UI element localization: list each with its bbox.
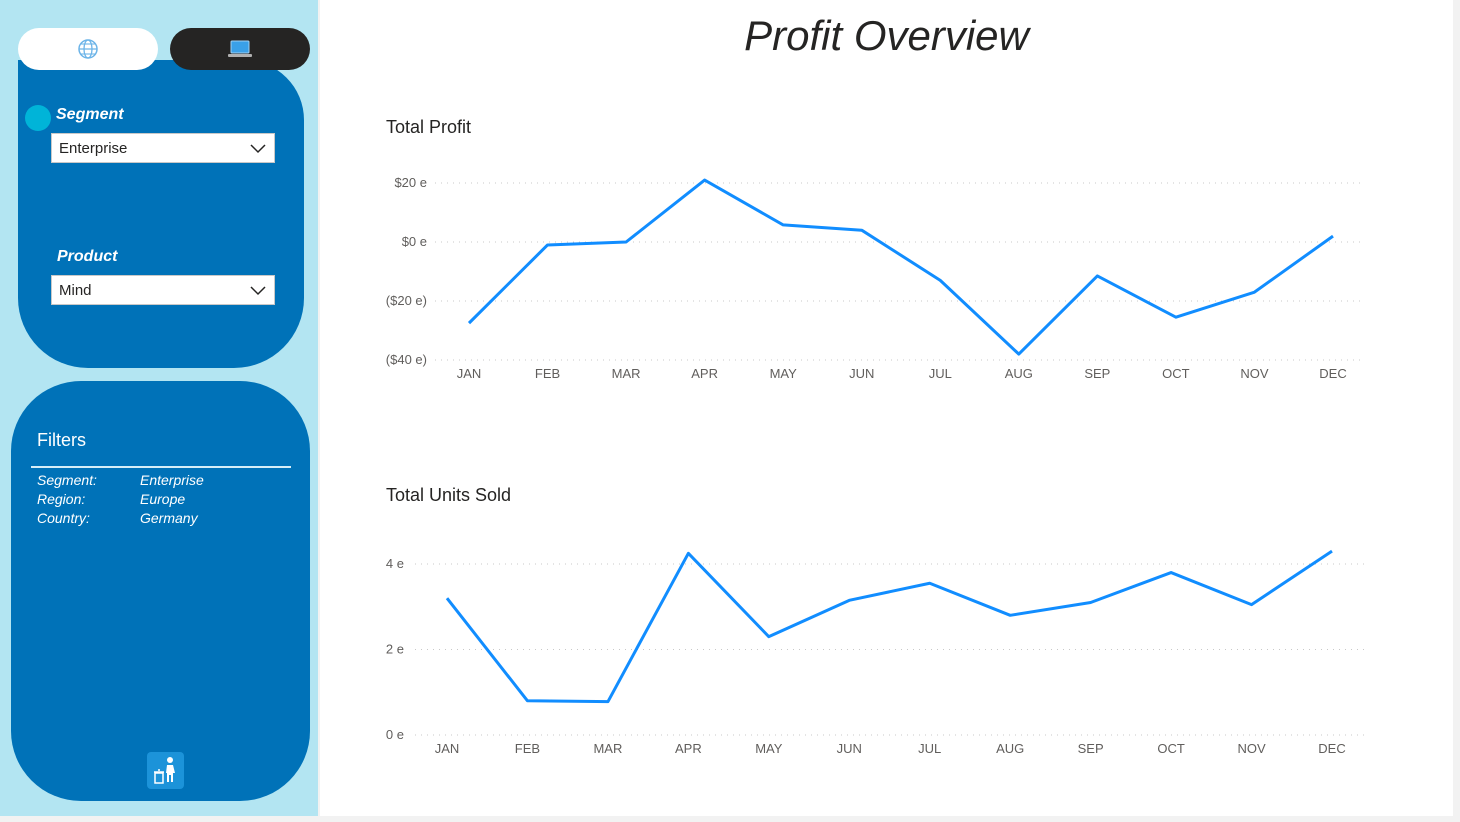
data-point[interactable] (1250, 288, 1258, 296)
product-dropdown-value: Mind (59, 281, 92, 299)
x-tick-label: NOV (1240, 366, 1269, 381)
reset-filters-button[interactable] (147, 752, 184, 789)
filters-card (11, 381, 310, 801)
data-point[interactable] (544, 241, 552, 249)
x-tick-label: JUN (837, 741, 862, 756)
x-tick-label: JAN (435, 741, 460, 756)
data-point[interactable] (1167, 569, 1175, 577)
units-line-chart: 4 e 2 e 0 e JAN FEB MAR APR MAY JUN JUL AUG SEP OCT N… (386, 547, 1365, 756)
filter-key: Region: (37, 491, 86, 507)
filter-value: Enterprise (140, 472, 204, 488)
globe-nav-button[interactable] (18, 28, 158, 70)
x-tick-label: AUG (996, 741, 1024, 756)
product-dropdown[interactable]: Mind (51, 275, 275, 305)
report-canvas (320, 0, 1453, 816)
series-line (467, 178, 1334, 356)
accent-dot (25, 105, 51, 131)
y-tick-label: ($20 e) (386, 293, 427, 308)
x-tick-label: JAN (457, 366, 482, 381)
data-point[interactable] (845, 596, 853, 604)
filter-row-segment: Segment: Enterprise (37, 472, 204, 488)
x-tick-label: DEC (1319, 366, 1346, 381)
data-point[interactable] (1006, 611, 1014, 619)
data-point[interactable] (465, 319, 473, 327)
profit-line-chart: $20 e $0 e ($20 e) ($40 e) JAN FEB MAR APR MAY JU… (386, 175, 1365, 381)
x-tick-label: APR (691, 366, 718, 381)
x-tick-label: JUL (929, 366, 952, 381)
slicer-card (18, 60, 304, 368)
filter-key: Segment: (37, 472, 97, 488)
segment-dropdown[interactable]: Enterprise (51, 133, 275, 163)
x-tick-label: MAR (593, 741, 622, 756)
data-point[interactable] (936, 276, 944, 284)
x-tick-label: MAR (612, 366, 641, 381)
x-tick-label: MAY (755, 741, 783, 756)
data-point[interactable] (765, 633, 773, 641)
data-point[interactable] (443, 594, 451, 602)
product-slicer-title: Product (57, 248, 118, 265)
filter-row-region: Region: Europe (37, 491, 185, 507)
segment-slicer-title: Segment (56, 106, 124, 123)
data-point[interactable] (1248, 601, 1256, 609)
chart-title-units: Total Units Sold (386, 485, 512, 505)
data-point[interactable] (858, 226, 866, 234)
page-title: Profit Overview (744, 12, 1029, 59)
x-tick-label: FEB (535, 366, 560, 381)
data-point[interactable] (779, 221, 787, 229)
data-point[interactable] (622, 238, 630, 246)
y-tick-label: 2 e (386, 642, 404, 657)
x-tick-label: SEP (1084, 366, 1110, 381)
data-point[interactable] (701, 176, 709, 184)
x-tick-label: OCT (1157, 741, 1185, 756)
data-point[interactable] (604, 698, 612, 706)
chevron-down-icon (250, 286, 266, 296)
filter-key: Country: (37, 510, 90, 526)
data-point[interactable] (926, 579, 934, 587)
y-tick-label: $20 e (394, 175, 427, 190)
filter-row-country: Country: Germany (37, 510, 198, 526)
filter-value: Europe (140, 491, 186, 507)
segment-dropdown-value: Enterprise (59, 139, 128, 157)
chart-title-profit: Total Profit (386, 117, 472, 137)
data-point[interactable] (1329, 232, 1337, 240)
series-line (445, 549, 1333, 704)
y-tick-label: 4 e (386, 556, 404, 571)
x-tick-label: NOV (1237, 741, 1266, 756)
data-point[interactable] (1015, 350, 1023, 358)
x-tick-label: OCT (1162, 366, 1190, 381)
data-point[interactable] (1328, 547, 1336, 555)
filters-title: Filters (37, 430, 86, 450)
y-tick-label: ($40 e) (386, 352, 427, 367)
x-tick-label: DEC (1318, 741, 1345, 756)
laptop-nav-button[interactable] (170, 28, 310, 70)
x-tick-label: FEB (515, 741, 540, 756)
chevron-down-icon (250, 144, 266, 154)
data-point[interactable] (523, 697, 531, 705)
laptop-icon (228, 40, 252, 57)
y-tick-label: 0 e (386, 727, 404, 742)
data-point[interactable] (684, 549, 692, 557)
x-tick-label: AUG (1005, 366, 1033, 381)
y-tick-label: $0 e (402, 234, 427, 249)
filter-value: Germany (140, 510, 198, 526)
x-tick-label: APR (675, 741, 702, 756)
globe-icon (78, 39, 98, 59)
reset-filters-icon (154, 757, 175, 784)
x-tick-label: JUL (918, 741, 941, 756)
data-point[interactable] (1093, 272, 1101, 280)
data-point[interactable] (1172, 313, 1180, 321)
x-tick-label: SEP (1078, 741, 1104, 756)
filters-divider (31, 466, 291, 468)
data-point[interactable] (1087, 598, 1095, 606)
x-tick-label: MAY (770, 366, 798, 381)
x-tick-label: JUN (849, 366, 874, 381)
